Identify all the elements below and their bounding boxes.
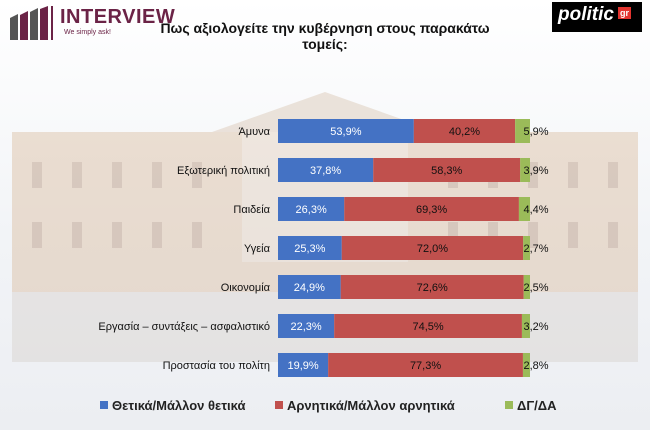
bar-segment [328,353,523,377]
data-label: 72,0% [417,243,448,255]
legend-label: Θετικά/Μάλλον θετικά [112,398,246,413]
bar-segment [521,314,530,338]
interview-brand-name: INTERVIEW [60,6,176,28]
category-label: Άμυνα [238,126,270,138]
legend-item: Θετικά/Μάλλον θετικά [100,398,245,413]
legend-item: ΔΓ/ΔΑ [505,398,557,413]
interview-logo-mark-icon [10,6,53,40]
politic-logo: politic gr [552,2,642,32]
legend-swatch [275,401,283,409]
category-label: Παιδεία [233,204,270,216]
data-label: 74,5% [412,321,443,333]
category-label: Οικονομία [221,282,271,294]
politic-brand-suffix: gr [618,7,631,19]
data-label: 3,2% [523,321,548,333]
data-label: 26,3% [296,204,327,216]
data-label: 53,9% [330,126,361,138]
data-label: 2,8% [523,360,548,372]
chart-title: Πως αξιολογείτε την κυβέρνηση στους παρα… [160,20,490,52]
bar-segment [373,158,521,182]
bar-segment [523,275,530,299]
bar-segment [334,314,522,338]
politic-brand-name: politic [558,4,614,25]
data-label: 2,7% [523,243,548,255]
bar-segment [341,236,524,260]
bar-segment [278,314,335,338]
bar-segment [278,119,414,143]
data-label: 69,3% [416,204,447,216]
data-label: 22,3% [290,321,321,333]
legend-item: Αρνητικά/Μάλλον αρνητικά [275,398,455,413]
data-label: 3,9% [523,165,548,177]
category-label: Εξωτερική πολιτική [177,165,270,177]
legend-swatch [100,401,108,409]
data-label: 5,9% [523,126,548,138]
data-label: 72,6% [417,282,448,294]
bar-segment [413,119,516,143]
data-label: 25,3% [294,243,325,255]
category-label: Υγεία [244,243,271,255]
data-label: 77,3% [410,360,441,372]
bar-segment [523,236,530,260]
legend-label: Αρνητικά/Μάλλον αρνητικά [287,398,455,413]
category-label: Εργασία – συντάξεις – ασφαλιστικό [98,321,270,333]
category-label: Προστασία του πολίτη [163,360,270,372]
bar-segment [278,353,329,377]
bar-segment [522,353,530,377]
data-label: 4,4% [523,204,548,216]
data-label: 37,8% [310,165,341,177]
bar-segment [278,197,345,221]
data-label: 24,9% [294,282,325,294]
data-label: 58,3% [431,165,462,177]
legend-label: ΔΓ/ΔΑ [517,398,557,413]
chart-legend: Θετικά/Μάλλον θετικά Αρνητικά/Μάλλον αρνη… [0,398,650,418]
bar-segment [515,119,530,143]
bar-segment [344,197,519,221]
bar-segment [518,197,530,221]
bar-segment [278,275,341,299]
interview-logo: INTERVIEW We simply ask! [8,4,188,44]
bar-segment [278,236,342,260]
bar-segment [520,158,530,182]
bar-segment [278,158,374,182]
bar-segment [340,275,524,299]
interview-brand-tagline: We simply ask! [64,29,111,36]
data-label: 40,2% [449,126,480,138]
data-label: 2,5% [523,282,548,294]
legend-swatch [505,401,513,409]
data-label: 19,9% [287,360,318,372]
